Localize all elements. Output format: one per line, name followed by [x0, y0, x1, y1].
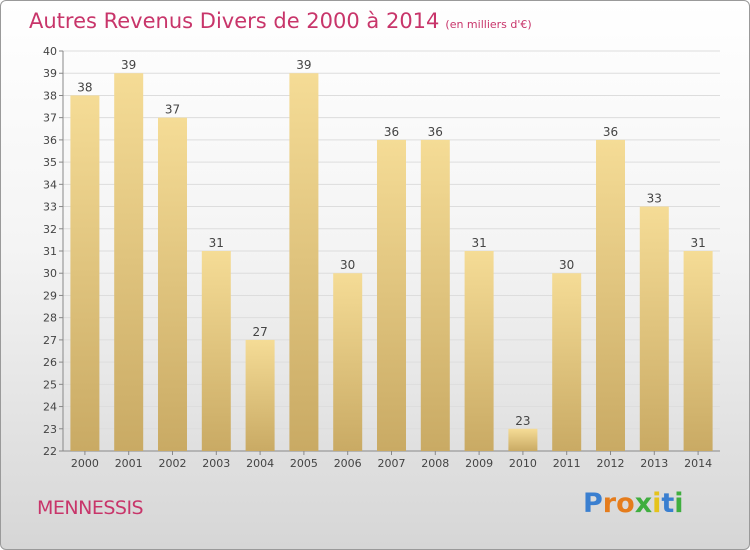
y-tick-label: 23: [43, 423, 57, 436]
y-tick-label: 31: [43, 245, 57, 258]
y-tick-label: 26: [43, 356, 57, 369]
y-tick-label: 27: [43, 334, 57, 347]
bar: [639, 206, 669, 451]
bar-value-label: 38: [77, 80, 92, 94]
x-tick-label: 2002: [159, 457, 187, 470]
y-tick-label: 32: [43, 223, 57, 236]
bar-value-label: 31: [471, 236, 486, 250]
logo-letter: r: [602, 488, 617, 519]
y-tick-label: 28: [43, 312, 57, 325]
bar-value-label: 31: [209, 236, 224, 250]
bars: [70, 73, 713, 452]
y-tick-label: 29: [43, 289, 57, 302]
x-tick-label: 2011: [553, 457, 581, 470]
bar: [464, 251, 494, 451]
y-tick-label: 40: [43, 45, 57, 58]
x-tick-label: 2014: [684, 457, 712, 470]
bar: [420, 139, 450, 451]
y-tick-label: 39: [43, 67, 57, 80]
title-unit: (en milliers d'€): [445, 18, 532, 31]
bar: [596, 139, 625, 451]
bar-value-label: 37: [165, 103, 180, 117]
x-tick-label: 2008: [421, 457, 449, 470]
bar-value-label: 39: [296, 58, 311, 72]
y-tick-label: 37: [43, 112, 57, 125]
bar-value-label: 30: [559, 258, 574, 272]
logo-letter: x: [634, 488, 653, 519]
title-main: Autres Revenus Divers de 2000 à 2014: [29, 9, 440, 33]
bar: [114, 73, 144, 451]
x-tick-label: 2013: [640, 457, 668, 470]
logo-letter: o: [616, 488, 635, 519]
bar-value-label: 27: [252, 325, 267, 339]
bar-value-label: 23: [515, 414, 530, 428]
y-tick-label: 34: [43, 178, 57, 191]
labels: 22 23 24 25 26 27 28 29 30 31 32 33 34 35 36 37 38 39 40 38…: [43, 45, 712, 470]
y-tick-label: 33: [43, 201, 57, 214]
y-tick-label: 25: [43, 378, 57, 391]
bar: [158, 117, 187, 452]
x-tick-label: 2004: [246, 457, 274, 470]
bar-value-label: 36: [384, 125, 399, 139]
bar: [289, 73, 319, 451]
y-tick-label: 35: [43, 156, 57, 169]
bar-value-label: 31: [690, 236, 705, 250]
bar: [201, 251, 231, 451]
bar-value-label: 36: [603, 125, 618, 139]
bar: [333, 273, 363, 451]
y-tick-label: 24: [43, 401, 57, 414]
x-tick-label: 2010: [509, 457, 537, 470]
x-tick-label: 2006: [334, 457, 362, 470]
chart-title: Autres Revenus Divers de 2000 à 2014 (en …: [29, 9, 532, 33]
proxiti-logo: Proxiti: [583, 488, 684, 519]
bar: [377, 139, 406, 451]
bar-value-label: 39: [121, 58, 136, 72]
logo-letter: i: [674, 488, 684, 519]
y-tick-label: 30: [43, 267, 57, 280]
bar-value-label: 33: [647, 192, 662, 206]
y-tick-label: 36: [43, 134, 57, 147]
x-tick-label: 2005: [290, 457, 318, 470]
bar: [552, 273, 582, 451]
logo-letter: i: [652, 488, 662, 519]
x-tick-label: 2003: [202, 457, 230, 470]
x-tick-label: 2009: [465, 457, 493, 470]
bar: [508, 428, 538, 451]
logo-letter: t: [661, 488, 675, 519]
y-tick-label: 38: [43, 89, 57, 102]
x-tick-label: 2000: [71, 457, 99, 470]
x-tick-label: 2012: [597, 457, 625, 470]
town-name: MENNESSIS: [37, 497, 144, 519]
bar: [70, 95, 100, 451]
bar-value-label: 30: [340, 258, 355, 272]
bar-value-label: 36: [428, 125, 443, 139]
bar: [683, 251, 713, 451]
y-tick-label: 22: [43, 445, 57, 458]
x-tick-label: 2001: [115, 457, 143, 470]
x-tick-label: 2007: [378, 457, 406, 470]
logo-letter: P: [583, 488, 603, 519]
bar: [245, 339, 275, 451]
